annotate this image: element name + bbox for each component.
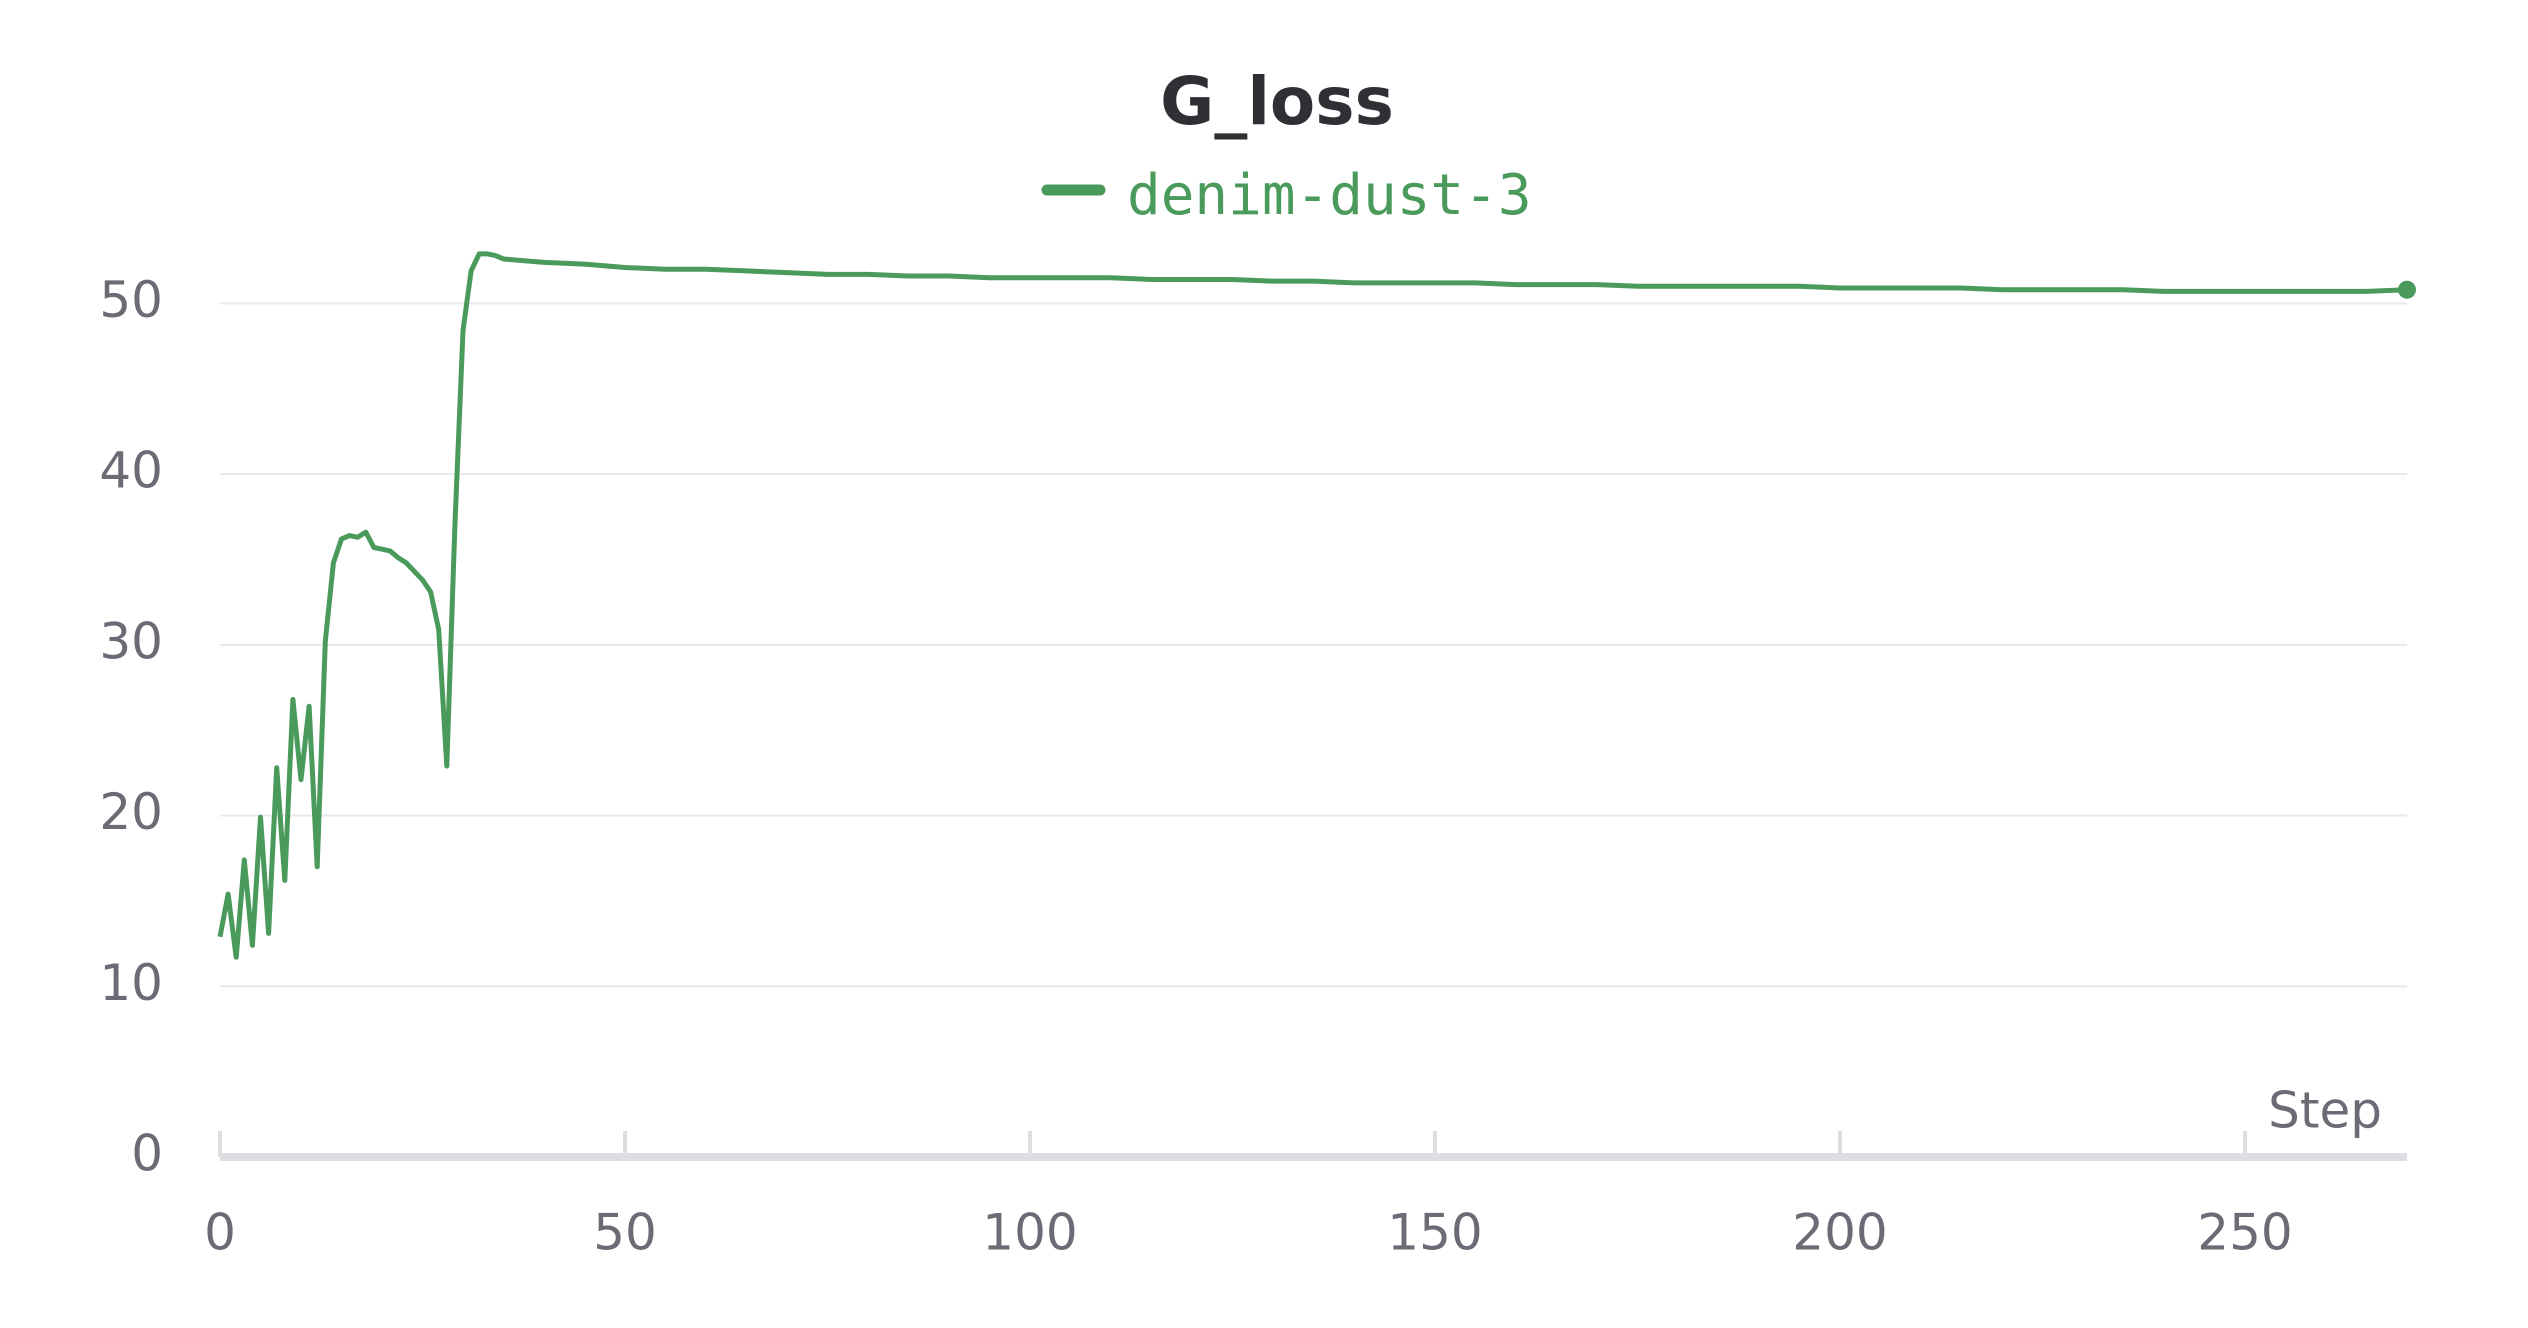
end-point	[2398, 280, 2416, 299]
x-tick-label: 50	[593, 1204, 657, 1262]
y-tick-label: 10	[99, 954, 163, 1012]
series-line	[217, 251, 2408, 960]
y-tick-label: 30	[99, 612, 163, 670]
chart-title: G_loss	[1160, 63, 1394, 140]
x-tick-label: 0	[204, 1204, 236, 1262]
y-tick-label: 50	[99, 271, 163, 329]
x-tick-label: 250	[2197, 1204, 2292, 1262]
x-axis-label: Step	[2268, 1082, 2382, 1140]
x-tick-label: 200	[1792, 1204, 1887, 1262]
y-tick-label: 0	[131, 1125, 163, 1183]
x-tick-label: 150	[1387, 1204, 1482, 1262]
y-tick-label: 40	[99, 442, 163, 500]
x-tick-label: 100	[982, 1204, 1077, 1262]
legend-label: denim-dust-3	[1127, 163, 1532, 228]
y-tick-label: 20	[99, 783, 163, 841]
